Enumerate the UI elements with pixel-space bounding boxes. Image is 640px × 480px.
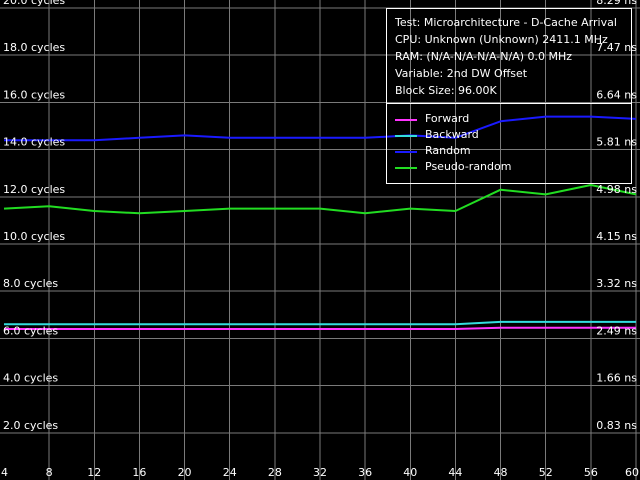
x-tick-label: 4 (1, 466, 8, 479)
y-tick-label-left: 14.0 cycles (3, 136, 65, 149)
x-tick-label: 56 (584, 466, 598, 479)
x-tick-label: 48 (494, 466, 508, 479)
x-axis-ticks: 4 8 12 16 20 24 28 32 36 40 44 48 52 56 60 (1, 466, 639, 479)
y-tick-label-left: 2.0 cycles (3, 419, 58, 432)
info-cpu: CPU: Unknown (Unknown) 2411.1 MHz (395, 33, 608, 46)
info-variable: Variable: 2nd DW Offset (395, 67, 528, 80)
y-tick-label-left: 4.0 cycles (3, 372, 58, 385)
y-tick-label-right: 4.98 ns (596, 183, 637, 196)
series-line-forward (4, 326, 636, 330)
x-tick-label: 28 (268, 466, 282, 479)
y-tick-label-left: 12.0 cycles (3, 183, 65, 196)
y-tick-label-right: 4.15 ns (596, 230, 637, 243)
series-line-backward (4, 320, 636, 326)
y-tick-label-right: 7.47 ns (596, 41, 637, 54)
info-divider (387, 103, 631, 104)
y-axis-right-ticks: 0.83 ns 1.66 ns 2.49 ns 3.32 ns 4.15 ns 4.98 … (596, 0, 637, 432)
legend-label-forward: Forward (425, 112, 470, 125)
legend-label-pseudo-random: Pseudo-random (425, 160, 512, 173)
y-tick-label-right: 3.32 ns (596, 277, 637, 290)
x-tick-label: 32 (313, 466, 327, 479)
y-tick-label-right: 0.83 ns (596, 419, 637, 432)
info-legend-box: Test: Microarchitecture - D-Cache Arriva… (386, 8, 632, 184)
legend-swatch-random (395, 151, 417, 153)
y-tick-label-right: 8.29 ns (596, 0, 637, 7)
x-tick-label: 12 (87, 466, 101, 479)
x-tick-label: 44 (448, 466, 462, 479)
x-tick-label: 16 (132, 466, 146, 479)
y-tick-label-left: 18.0 cycles (3, 41, 65, 54)
y-tick-label-left: 6.0 cycles (3, 324, 58, 337)
info-test: Test: Microarchitecture - D-Cache Arriva… (395, 16, 617, 29)
info-block-size: Block Size: 96.00K (395, 84, 497, 97)
y-tick-label-left: 20.0 cycles (3, 0, 65, 7)
y-tick-label-right: 1.66 ns (596, 372, 637, 385)
info-ram: RAM: (N/A-N/A-N/A-N/A) 0.0 MHz (395, 50, 573, 63)
x-tick-label: 20 (178, 466, 192, 479)
y-tick-label-left: 8.0 cycles (3, 277, 58, 290)
y-tick-label-right: 5.81 ns (596, 136, 637, 149)
y-tick-label-left: 10.0 cycles (3, 230, 65, 243)
series-line-random (4, 115, 637, 142)
legend-label-random: Random (425, 144, 471, 157)
legend-swatch-pseudo-random (395, 167, 417, 169)
legend-swatch-forward (395, 119, 417, 121)
x-tick-label: 8 (46, 466, 53, 479)
x-tick-label: 40 (403, 466, 417, 479)
y-tick-label-right: 6.64 ns (596, 88, 637, 101)
y-tick-label-left: 16.0 cycles (3, 88, 65, 101)
series-line-pseudo-random (3, 184, 637, 215)
x-tick-label: 36 (358, 466, 372, 479)
x-tick-label: 52 (539, 466, 553, 479)
x-tick-label: 24 (223, 466, 237, 479)
y-tick-label-right: 2.49 ns (596, 324, 637, 337)
x-tick-label: 60 (625, 466, 639, 479)
series-layer (3, 115, 637, 330)
legend-swatch-backward (395, 135, 417, 137)
y-axis-left-ticks: 2.0 cycles 4.0 cycles 6.0 cycles 8.0 cycles… (3, 0, 65, 432)
legend-label-backward: Backward (425, 128, 479, 141)
